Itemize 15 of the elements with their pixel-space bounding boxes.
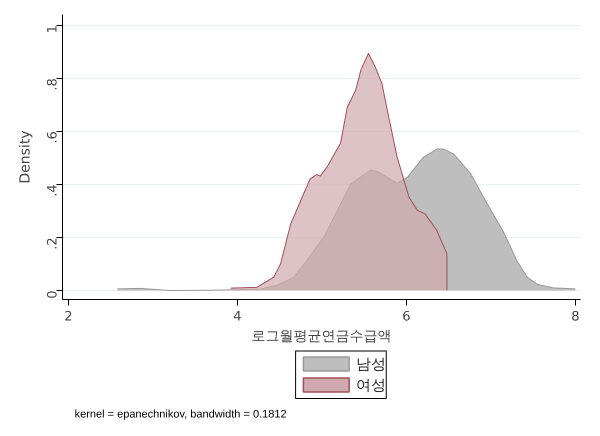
x-axis-title: 로그월평균연금수급액 — [252, 328, 392, 344]
legend-label: 여성 — [356, 376, 386, 394]
x-tick-label: 8 — [571, 310, 580, 324]
y-tick-label: .8 — [46, 78, 60, 91]
y-tick-label: .4 — [46, 184, 60, 197]
y-tick-label: 1 — [46, 25, 60, 34]
text: kernel = epanechnikov, bandwidth = 0.1812 — [74, 408, 287, 420]
legend-label: 남성 — [356, 355, 386, 373]
y-axis-title: Density — [18, 130, 34, 184]
x-tick-label: 2 — [64, 310, 73, 324]
y-tick-label: .2 — [46, 237, 60, 250]
x-tick-label: 6 — [402, 310, 411, 324]
x-tick-label: 4 — [233, 310, 242, 324]
y-tick-label: 0 — [46, 290, 60, 299]
y-tick-label: .6 — [46, 131, 60, 144]
